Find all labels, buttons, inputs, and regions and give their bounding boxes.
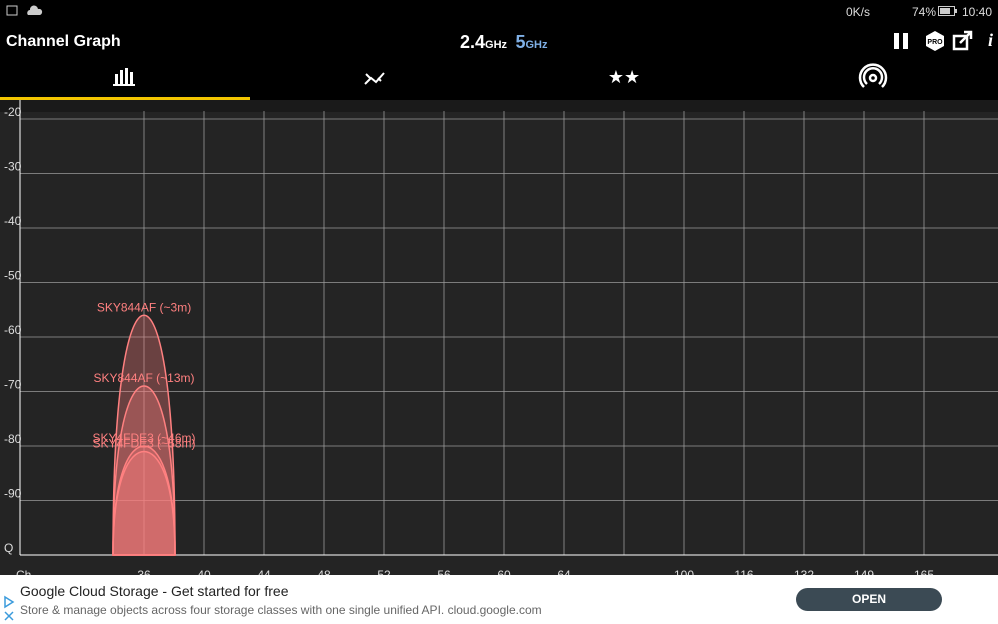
- y-tick-label: -40: [4, 214, 22, 228]
- tab-timeline[interactable]: [364, 72, 385, 85]
- toolbar: Channel Graph 2.4GHz 5GHz PRO i: [0, 22, 998, 60]
- x-tick-label: 44: [257, 568, 271, 575]
- x-tick-label: 165: [914, 568, 934, 575]
- x-tick-label: 116: [734, 568, 753, 575]
- status-icons: [6, 5, 43, 16]
- x-tick-label: 132: [794, 568, 814, 575]
- network-label: SKY844AF (~13m): [93, 371, 194, 385]
- tab-rating[interactable]: ★★: [608, 67, 640, 87]
- x-tick-label: 100: [674, 568, 694, 575]
- x-tick-label: 64: [557, 568, 571, 575]
- channel-chart: Ch -20 -30 -40 -50 -60 -70 -80 -90 Q 36 40 44 48 52 56…: [0, 100, 998, 575]
- header-shadow: [0, 100, 998, 112]
- x-tick-label: 56: [437, 568, 451, 575]
- page-title: Channel Graph: [6, 33, 121, 50]
- x-axis-label: Ch: [16, 568, 31, 575]
- x-tick-label: 48: [317, 568, 331, 575]
- tab-graph[interactable]: [113, 68, 135, 86]
- y-tick-label: Q: [4, 541, 13, 555]
- status-bar: 0K/s 74% 10:40: [0, 0, 998, 22]
- ad-button[interactable]: OPEN: [796, 588, 942, 611]
- toolbar-actions[interactable]: PRO i: [890, 30, 995, 54]
- ad-choices[interactable]: [2, 595, 16, 623]
- tabs[interactable]: ★★: [0, 60, 998, 100]
- band-5-unit: GHz: [525, 39, 548, 51]
- ad-text: Store & manage objects across four stora…: [20, 603, 542, 617]
- ad-banner[interactable]: Google Cloud Storage - Get started for f…: [0, 575, 998, 624]
- network-label: SKY844AF (~3m): [97, 300, 191, 314]
- x-tick-label: 40: [197, 568, 211, 575]
- band-24-unit: GHz: [485, 39, 508, 51]
- tab-ap[interactable]: [858, 63, 888, 88]
- svg-text:i: i: [988, 30, 993, 50]
- y-tick-label: -60: [4, 323, 22, 337]
- y-tick-label: -20: [4, 105, 22, 119]
- battery-level: 74%: [912, 5, 937, 19]
- ad-title[interactable]: Google Cloud Storage - Get started for f…: [20, 583, 289, 599]
- y-tick-label: -50: [4, 269, 22, 283]
- signal-curve: [112, 385, 176, 556]
- y-tick-label: -80: [4, 432, 22, 446]
- clock: 10:40: [962, 5, 993, 19]
- x-tick-label: 36: [137, 568, 151, 575]
- svg-text:PRO: PRO: [927, 39, 943, 46]
- network-label: SKY4FDE3 (~58m): [92, 437, 195, 451]
- tab-bar: ★★: [0, 60, 998, 100]
- net-speed: 0K/s: [846, 5, 871, 19]
- band-5[interactable]: 5: [515, 32, 526, 52]
- y-tick-label: -90: [4, 487, 22, 501]
- signal-curve: [112, 450, 176, 556]
- battery-icon: [938, 6, 957, 16]
- y-tick-label: -30: [4, 160, 22, 174]
- x-tick-label: 52: [377, 568, 391, 575]
- band-switch[interactable]: 2.4GHz 5GHz: [460, 32, 548, 53]
- x-tick-label: 149: [854, 568, 874, 575]
- network-label: SKY4FDE3 (~46m): [92, 431, 195, 445]
- x-tick-label: 60: [497, 568, 511, 575]
- y-tick-label: -70: [4, 378, 22, 392]
- band-24[interactable]: 2.4: [460, 32, 486, 52]
- signal-curve: [112, 314, 176, 556]
